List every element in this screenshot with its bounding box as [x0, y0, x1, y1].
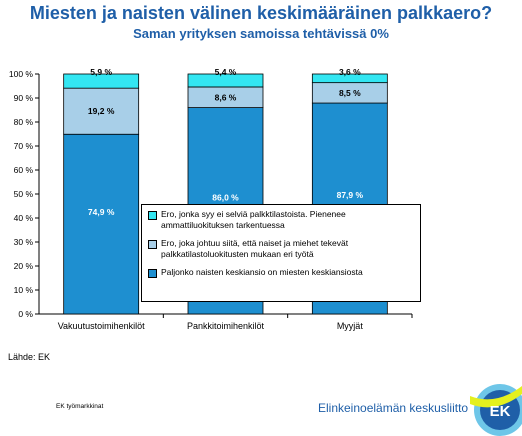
- ek-logo-icon: EK: [470, 384, 522, 436]
- data-label: 87,9 %: [337, 190, 364, 200]
- legend-label-different-work: Ero, joka johtuu siitä, että naiset ja m…: [161, 238, 349, 259]
- legend-swatch-women-share: [148, 269, 157, 278]
- data-label: 19,2 %: [88, 106, 115, 116]
- y-tick-label: 0 %: [18, 309, 33, 319]
- data-label: 86,0 %: [212, 192, 239, 202]
- chart-subtitle: Saman yrityksen samoissa tehtävissä 0%: [133, 26, 389, 41]
- legend-item-women-share: Paljonko naisten keskiansio on miesten k…: [148, 267, 414, 278]
- footer-department: EK työmarkkinat: [56, 403, 104, 410]
- data-label: 5,4 %: [215, 67, 237, 77]
- legend-swatch-different-work: [148, 240, 157, 249]
- y-tick-label: 30 %: [14, 237, 34, 247]
- x-category-label: Vakuutustoimihenkilöt: [58, 321, 145, 331]
- data-label: 8,5 %: [339, 88, 361, 98]
- y-tick-label: 60 %: [14, 165, 34, 175]
- bar-segment: [187, 73, 264, 88]
- y-tick-label: 50 %: [14, 189, 34, 199]
- chart-legend: Ero, jonka syy ei selviä palkktilastoist…: [141, 204, 421, 302]
- bar-segment: [63, 87, 140, 135]
- y-tick-label: 100 %: [9, 69, 34, 79]
- y-tick-label: 70 %: [14, 141, 34, 151]
- legend-label-unexplained: Ero, jonka syy ei selviä palkktilastoist…: [161, 209, 346, 230]
- y-tick-label: 10 %: [14, 285, 34, 295]
- data-label: 5,9 %: [90, 67, 112, 77]
- y-tick-label: 20 %: [14, 261, 34, 271]
- legend-label-women-share: Paljonko naisten keskiansio on miesten k…: [161, 267, 363, 277]
- y-tick-label: 90 %: [14, 93, 34, 103]
- bar-segment: [63, 133, 140, 315]
- bar-segment: [63, 73, 140, 89]
- source-note: Lähde: EK: [8, 352, 51, 362]
- data-label: 8,6 %: [215, 92, 237, 102]
- x-category-label: Pankkitoimihenkilöt: [187, 321, 265, 331]
- legend-item-unexplained: Ero, jonka syy ei selviä palkktilastoist…: [148, 209, 414, 231]
- data-label: 3,6 %: [339, 67, 361, 77]
- x-category-label: Myyjät: [337, 321, 364, 331]
- legend-swatch-unexplained: [148, 211, 157, 220]
- y-tick-label: 40 %: [14, 213, 34, 223]
- legend-item-different-work: Ero, joka johtuu siitä, että naiset ja m…: [148, 238, 414, 260]
- data-label: 74,9 %: [88, 207, 115, 217]
- chart-title: Miesten ja naisten välinen keskimääräine…: [29, 3, 493, 23]
- y-tick-label: 80 %: [14, 117, 34, 127]
- logo-text: EK: [490, 403, 511, 420]
- bar-segment: [311, 73, 388, 84]
- brand-name: Elinkeinoelämän keskusliitto: [318, 401, 469, 415]
